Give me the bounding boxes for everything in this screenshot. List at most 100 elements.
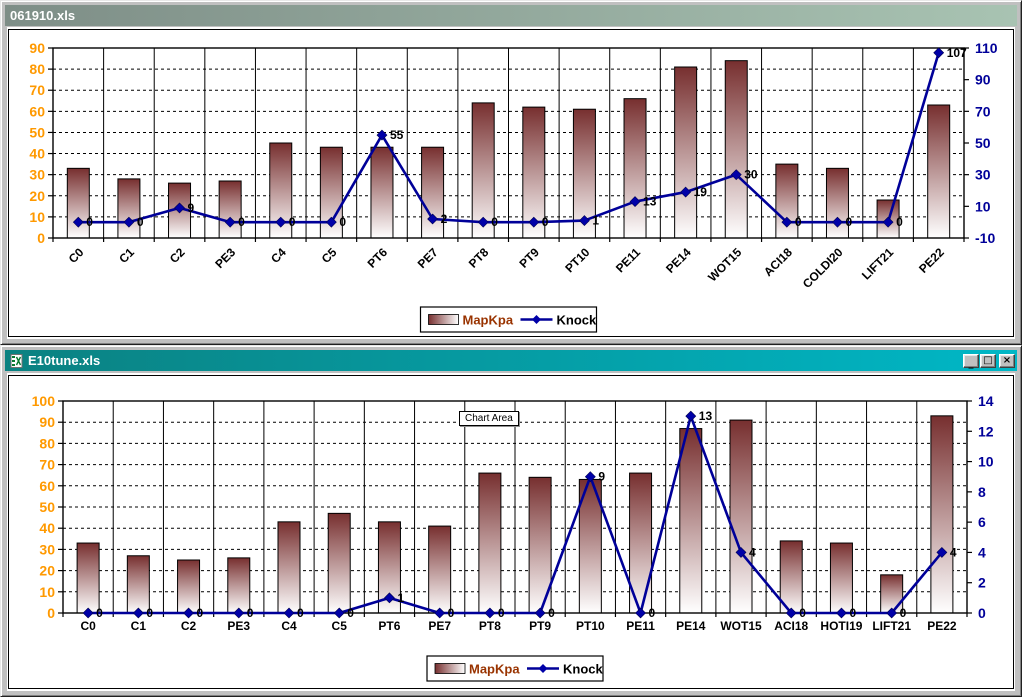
category-label-C1[interactable]: C1: [131, 619, 147, 633]
bar-WOT15[interactable]: [724, 60, 748, 239]
knock-point-PE14[interactable]: [685, 410, 697, 422]
category-label-C0[interactable]: C0: [80, 619, 96, 633]
category-label-PE14[interactable]: PE14: [676, 619, 706, 633]
chart-area[interactable]: 0 10 20 30 40 50 60 70 80 90 -10 10 30 50 70 90 110 0 0 9 0 0…: [8, 29, 1014, 337]
bar-C4[interactable]: [277, 521, 301, 614]
knock-point-C0[interactable]: [72, 216, 84, 228]
bar-PE7[interactable]: [428, 525, 452, 614]
category-label-PE3[interactable]: PE3: [227, 619, 250, 633]
category-label-C1[interactable]: C1: [116, 245, 137, 266]
category-label-PE22[interactable]: PE22: [916, 245, 947, 276]
window-titlebar[interactable]: E10tune.xls _ □ ×: [5, 350, 1017, 371]
bar-C1[interactable]: [126, 555, 150, 614]
bar-PE22[interactable]: [930, 415, 954, 614]
knock-point-C4[interactable]: [283, 607, 295, 619]
category-label-PT10[interactable]: PT10: [576, 619, 605, 633]
category-label-C4[interactable]: C4: [281, 619, 297, 633]
category-label-PT6[interactable]: PT6: [378, 619, 400, 633]
knock-point-PT6[interactable]: [384, 592, 395, 604]
category-label-C2[interactable]: C2: [167, 245, 188, 266]
category-label-ACI18[interactable]: ACI18: [761, 245, 795, 279]
knock-point-PE3[interactable]: [233, 607, 245, 619]
bar-HOTI19[interactable]: [829, 542, 853, 614]
category-label-HOTI19[interactable]: HOTI19: [820, 619, 862, 633]
category-label-PT9[interactable]: PT9: [529, 619, 551, 633]
knock-point-LIFT21[interactable]: [882, 216, 894, 228]
knock-point-PT10[interactable]: [578, 215, 590, 227]
knock-line[interactable]: [88, 414, 943, 615]
category-label-C5[interactable]: C5: [332, 619, 348, 633]
knock-point-PT8[interactable]: [477, 216, 489, 228]
category-label-PT8[interactable]: PT8: [466, 245, 492, 271]
category-label-WOT15[interactable]: WOT15: [720, 619, 762, 633]
knock-point-PE3[interactable]: [224, 216, 236, 228]
knock-point-WOT15[interactable]: [735, 547, 747, 558]
bar-PE14[interactable]: [674, 66, 698, 239]
knock-point-C2[interactable]: [183, 607, 194, 619]
knock-point-PT6[interactable]: [376, 129, 388, 141]
knock-point-PT9[interactable]: [528, 216, 540, 228]
category-label-C4[interactable]: C4: [268, 245, 289, 266]
category-label-LIFT21[interactable]: LIFT21: [872, 619, 911, 633]
category-label-PE7[interactable]: PE7: [428, 619, 451, 633]
bar-PE3[interactable]: [218, 180, 242, 239]
knock-point-C2[interactable]: [174, 202, 185, 214]
category-label-C2[interactable]: C2: [181, 619, 197, 633]
knock-point-C1[interactable]: [123, 216, 135, 228]
category-label-COLDI20[interactable]: COLDI20: [800, 245, 846, 291]
category-label-C5[interactable]: C5: [319, 245, 340, 266]
knock-line[interactable]: [78, 52, 940, 224]
category-label-PT8[interactable]: PT8: [479, 619, 501, 633]
minimize-button[interactable]: _: [963, 353, 979, 369]
knock-point-PT8[interactable]: [484, 607, 496, 619]
legend[interactable]: MapKpa Knock: [419, 306, 598, 333]
knock-point-C5[interactable]: [333, 607, 345, 619]
bar-PT8[interactable]: [478, 472, 502, 614]
knock-point-LIFT21[interactable]: [886, 607, 898, 619]
knock-point-C5[interactable]: [325, 216, 337, 228]
knock-point-PE14[interactable]: [680, 186, 692, 198]
bar-PT6[interactable]: [370, 146, 394, 239]
knock-point-PE22[interactable]: [936, 547, 948, 558]
category-label-PT10[interactable]: PT10: [562, 245, 592, 275]
knock-point-PT9[interactable]: [534, 607, 546, 619]
category-label-PE3[interactable]: PE3: [212, 245, 238, 271]
bar-C5[interactable]: [327, 512, 351, 614]
knock-point-PE22[interactable]: [933, 47, 945, 59]
bar-PE14[interactable]: [679, 428, 703, 614]
knock-point-C0[interactable]: [82, 607, 94, 619]
close-button[interactable]: ×: [999, 353, 1015, 368]
legend[interactable]: MapKpa Knock: [426, 655, 604, 682]
category-label-PE7[interactable]: PE7: [415, 245, 441, 271]
knock-point-C4[interactable]: [275, 216, 287, 228]
knock-point-PE11[interactable]: [635, 607, 646, 619]
knock-point-C1[interactable]: [132, 607, 144, 619]
knock-point-PE7[interactable]: [434, 607, 446, 619]
category-label-PE11[interactable]: PE11: [626, 619, 655, 633]
bar-PE3[interactable]: [227, 557, 251, 614]
category-label-ACI18[interactable]: ACI18: [774, 619, 808, 633]
category-label-PE11[interactable]: PE11: [613, 245, 643, 275]
category-label-WOT15[interactable]: WOT15: [705, 245, 744, 284]
bar-C0[interactable]: [76, 542, 100, 614]
knock-point-ACI18[interactable]: [785, 607, 797, 619]
category-label-LIFT21[interactable]: LIFT21: [859, 245, 896, 282]
category-label-PT6[interactable]: PT6: [365, 245, 391, 271]
knock-point-PT10[interactable]: [584, 471, 596, 483]
bar-WOT15[interactable]: [729, 419, 753, 614]
category-label-C0[interactable]: C0: [66, 245, 87, 266]
chart-area[interactable]: 0 10 20 30 40 50 60 70 80 90 100 0 2 4 6 8 10 12 14 0 0 0 0 0 0 1…: [8, 375, 1014, 689]
knock-point-ACI18[interactable]: [781, 216, 793, 228]
maximize-button[interactable]: □: [980, 353, 996, 368]
category-label-PT9[interactable]: PT9: [516, 245, 542, 271]
bar-PE11[interactable]: [623, 98, 647, 239]
knock-point-WOT15[interactable]: [730, 169, 742, 181]
knock-point-HOTI19[interactable]: [836, 607, 847, 619]
knock-point-PE11[interactable]: [629, 196, 641, 208]
knock-point-COLDI20[interactable]: [832, 216, 843, 228]
window-titlebar[interactable]: 061910.xls: [5, 5, 1017, 26]
knock-point-PE7[interactable]: [427, 213, 439, 225]
category-label-PE22[interactable]: PE22: [927, 619, 957, 633]
